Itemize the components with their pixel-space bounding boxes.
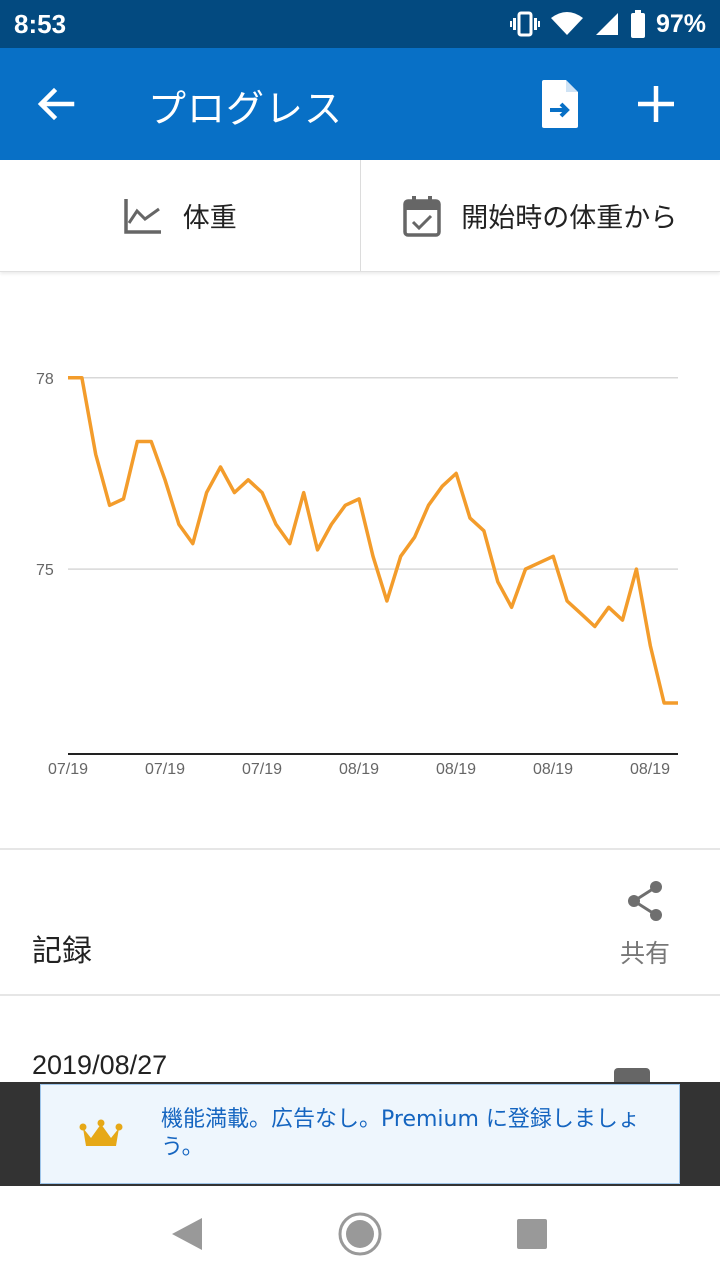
share-button[interactable]: 共有 xyxy=(610,880,680,970)
tab-bar: 体重 開始時の体重から xyxy=(0,160,720,272)
nav-recents-icon[interactable] xyxy=(504,1206,560,1262)
tab-weight-label: 体重 xyxy=(182,203,237,234)
file-export-icon[interactable] xyxy=(536,78,584,130)
status-icons: 97% xyxy=(509,9,706,39)
nav-home-icon[interactable] xyxy=(332,1206,388,1262)
crown-icon xyxy=(79,1119,123,1146)
weight-series-line xyxy=(68,376,678,705)
share-label: 共有 xyxy=(619,939,670,968)
vibrate-icon xyxy=(509,11,540,37)
system-nav-bar xyxy=(0,1186,720,1280)
battery-icon xyxy=(630,10,645,38)
x-tick-label: 07/19 xyxy=(242,761,282,778)
x-tick-label: 07/19 xyxy=(48,761,88,778)
calendar-check-icon xyxy=(403,195,441,237)
x-tick-label: 08/19 xyxy=(436,761,476,778)
y-tick-label: 75 xyxy=(36,562,54,579)
line-chart-icon xyxy=(124,198,161,234)
weight-line-chart: 78 75 07/19 07/19 07/19 08/19 08/19 08/19 08/19 xyxy=(36,371,678,778)
share-icon xyxy=(628,881,662,921)
page-title: プログレス xyxy=(148,87,344,131)
premium-banner[interactable]: 機能満載。広告なし。Premium に登録しましょう。 xyxy=(40,1084,680,1184)
records-title: 記録 xyxy=(32,934,92,969)
status-time: 8:53 xyxy=(14,8,67,39)
signal-icon xyxy=(595,13,618,35)
nav-back-icon[interactable] xyxy=(158,1206,214,1262)
tab-from-start-label: 開始時の体重から xyxy=(461,203,678,234)
x-tick-label: 07/19 xyxy=(145,761,185,778)
y-tick-label: 78 xyxy=(36,371,54,388)
battery-level: 97% xyxy=(655,9,706,38)
wifi-icon xyxy=(550,12,583,35)
tab-weight[interactable]: 体重 xyxy=(0,160,360,271)
x-tick-label: 08/19 xyxy=(630,761,670,778)
weight-chart: 78 75 07/19 07/19 07/19 08/19 08/19 08/19 08/19 xyxy=(0,274,720,848)
entry-date[interactable]: 2019/08/27 xyxy=(32,1050,168,1080)
x-tick-label: 08/19 xyxy=(533,761,573,778)
tab-from-start[interactable]: 開始時の体重から xyxy=(359,160,720,271)
x-tick-label: 08/19 xyxy=(339,761,379,778)
arrow-left-icon[interactable] xyxy=(32,80,80,128)
premium-banner-text: 機能満載。広告なし。Premium に登録しましょう。 xyxy=(161,1107,640,1160)
app-bar: プログレス xyxy=(0,48,720,160)
records-section: 記録 共有 xyxy=(0,848,720,996)
status-bar: 8:53 97% xyxy=(0,0,720,48)
entry-menu-handle[interactable] xyxy=(614,1068,650,1082)
plus-icon[interactable] xyxy=(632,80,680,128)
